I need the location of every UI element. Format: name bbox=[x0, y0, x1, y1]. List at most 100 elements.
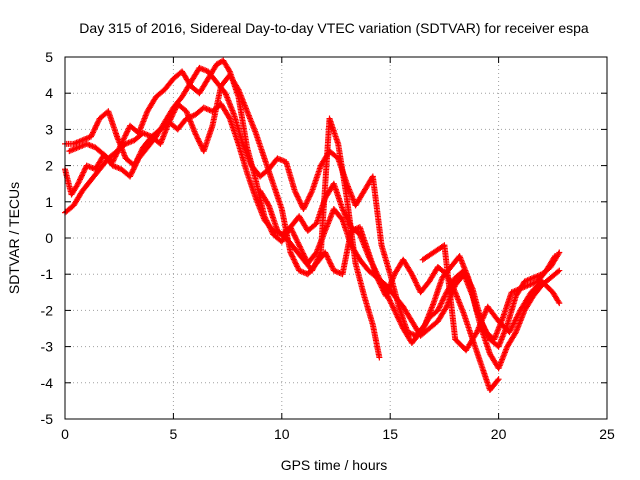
series-2-marker-346 bbox=[292, 259, 299, 266]
series-0-marker-25 bbox=[75, 179, 82, 186]
series-3-marker-270 bbox=[302, 201, 309, 208]
series-2-marker-28 bbox=[95, 118, 102, 125]
series-3-marker-261 bbox=[296, 197, 303, 204]
series-2-marker-468 bbox=[377, 281, 384, 288]
series-2-marker-349 bbox=[294, 263, 301, 270]
x-tick-label-3: 15 bbox=[382, 426, 398, 442]
series-2-marker-155 bbox=[192, 130, 199, 137]
series-0-marker-461 bbox=[388, 300, 395, 307]
series-4-marker-69 bbox=[313, 257, 320, 264]
series-2-marker-377 bbox=[322, 250, 329, 257]
series-4-marker-73 bbox=[316, 252, 323, 259]
series-2 bbox=[62, 72, 502, 394]
series-2-marker-21 bbox=[90, 128, 97, 135]
series-0-marker-523 bbox=[438, 299, 445, 306]
series-2-marker-161 bbox=[196, 138, 203, 145]
series-2-marker-383 bbox=[326, 259, 333, 266]
series-0-marker-34 bbox=[81, 166, 88, 173]
series-1-marker-246 bbox=[294, 239, 301, 246]
series-0-marker-30 bbox=[79, 172, 86, 179]
series-3-marker-58 bbox=[134, 158, 141, 165]
series-2-marker-641 bbox=[495, 376, 502, 383]
series-3-marker-257 bbox=[293, 192, 300, 199]
series-2-marker-381 bbox=[325, 256, 332, 263]
series-2-marker-160 bbox=[195, 136, 202, 143]
series-3-marker-271 bbox=[303, 200, 310, 207]
series-1-marker-424 bbox=[442, 305, 449, 312]
series-0-marker-26 bbox=[76, 177, 83, 184]
series-2-marker-387 bbox=[329, 264, 336, 271]
series-2-marker-158 bbox=[194, 134, 201, 141]
series-3-marker-56 bbox=[133, 160, 140, 167]
series-4-marker-72 bbox=[315, 253, 322, 260]
series-5 bbox=[419, 242, 563, 354]
series-2-marker-157 bbox=[193, 132, 200, 139]
series-3-marker-260 bbox=[295, 196, 302, 203]
series-0-marker-527 bbox=[441, 293, 448, 300]
series-0-marker-464 bbox=[390, 304, 397, 311]
y-tick-label-9: 4 bbox=[45, 85, 53, 101]
series-0-marker-463 bbox=[389, 303, 396, 310]
series-2-marker-378 bbox=[323, 252, 330, 259]
x-tick-label-2: 10 bbox=[274, 426, 290, 442]
y-tick-label-1: -4 bbox=[41, 375, 54, 391]
series-0-marker-458 bbox=[386, 296, 393, 303]
series-3-marker-57 bbox=[133, 159, 140, 166]
series-4 bbox=[257, 115, 383, 361]
series-0-marker-24 bbox=[75, 180, 82, 187]
series-0-marker-459 bbox=[386, 297, 393, 304]
series-3-marker-49 bbox=[128, 170, 135, 177]
series-3-marker-278 bbox=[307, 190, 314, 197]
series-2-marker-382 bbox=[326, 257, 333, 264]
series-2-marker-465 bbox=[375, 277, 382, 284]
series-5-marker-191 bbox=[555, 298, 562, 305]
series-2-marker-229 bbox=[234, 85, 241, 92]
y-tick-label-5: 0 bbox=[45, 230, 53, 246]
series-2-marker-343 bbox=[290, 255, 297, 262]
series-0-marker-27 bbox=[77, 176, 84, 183]
series-2-marker-350 bbox=[294, 264, 301, 271]
series-0-marker-460 bbox=[387, 299, 394, 306]
series-2-marker-379 bbox=[324, 253, 331, 260]
series-3-marker-275 bbox=[305, 194, 312, 201]
series-4-marker-68 bbox=[313, 259, 320, 266]
series-0-marker-467 bbox=[392, 308, 399, 315]
x-axis-label: GPS time / hours bbox=[281, 457, 388, 473]
series-0-marker-195 bbox=[225, 67, 232, 74]
series-3-marker-53 bbox=[131, 165, 138, 172]
series-2-marker-19 bbox=[89, 130, 96, 137]
series-3-marker-661 bbox=[551, 254, 558, 261]
series-3-marker-50 bbox=[129, 169, 136, 176]
series-4-marker-71 bbox=[315, 255, 322, 262]
series-2-marker-470 bbox=[378, 284, 385, 291]
series-1-marker-250 bbox=[297, 245, 304, 252]
series-2-marker-20 bbox=[90, 129, 97, 136]
series-3-marker-259 bbox=[295, 194, 302, 201]
series-2-marker-464 bbox=[374, 276, 381, 283]
series-2-marker-520 bbox=[413, 280, 420, 287]
y-axis-label: SDTVAR / TECUs bbox=[6, 182, 22, 294]
series-4-marker-67 bbox=[312, 260, 319, 267]
series-3-marker-256 bbox=[293, 190, 300, 197]
series-4-marker-70 bbox=[314, 256, 321, 263]
series-2-marker-341 bbox=[288, 252, 295, 259]
x-tick-label-0: 0 bbox=[61, 426, 69, 442]
series-0-marker-63 bbox=[111, 156, 118, 163]
series-2-marker-348 bbox=[293, 262, 300, 269]
series-1-marker-239 bbox=[290, 229, 297, 236]
series-0-marker-526 bbox=[440, 294, 447, 301]
series-2-marker-22 bbox=[91, 126, 98, 133]
series-3-marker-55 bbox=[132, 162, 139, 169]
series-1-marker-144 bbox=[225, 114, 232, 121]
series-2-marker-515 bbox=[410, 273, 417, 280]
series-3-marker-51 bbox=[129, 167, 136, 174]
y-tick-label-0: -5 bbox=[41, 411, 54, 427]
series-1-marker-236 bbox=[288, 225, 295, 232]
series-0-marker-520 bbox=[436, 303, 443, 310]
series-1-marker-248 bbox=[296, 242, 303, 249]
series-1-marker-587 bbox=[555, 268, 562, 275]
series-layer bbox=[62, 57, 563, 394]
series-2-marker-384 bbox=[327, 260, 334, 267]
series-1-marker-251 bbox=[298, 246, 305, 253]
